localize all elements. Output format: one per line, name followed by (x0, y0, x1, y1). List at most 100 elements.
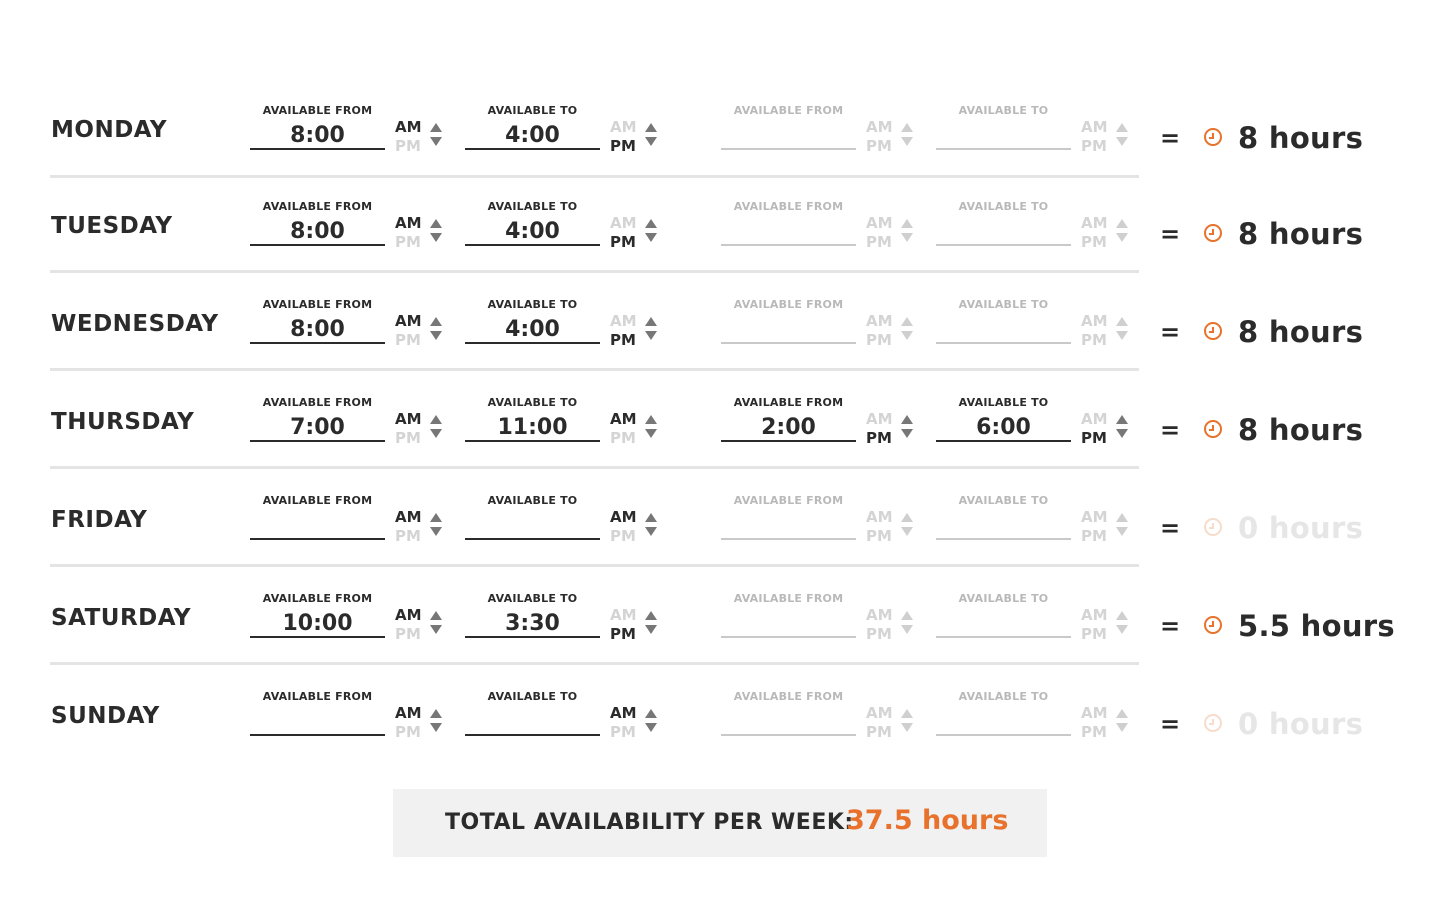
arrow-up-icon[interactable] (430, 123, 442, 132)
pm-option[interactable]: PM (1081, 429, 1107, 447)
arrow-up-icon[interactable] (901, 219, 913, 228)
arrow-down-icon[interactable] (901, 429, 913, 438)
time-input[interactable]: 11:00 (465, 416, 600, 442)
meridiem-stepper[interactable]: AM PM (866, 508, 916, 545)
arrow-up-icon[interactable] (645, 317, 657, 326)
arrow-up-icon[interactable] (1116, 415, 1128, 424)
am-option[interactable]: AM (610, 606, 637, 624)
pm-option[interactable]: PM (866, 429, 892, 447)
am-option[interactable]: AM (610, 410, 637, 428)
am-option[interactable]: AM (866, 410, 893, 428)
pm-option[interactable]: PM (395, 137, 421, 155)
meridiem-stepper[interactable]: AM PM (610, 606, 660, 643)
time-input[interactable]: 2:00 (721, 416, 856, 442)
time-input[interactable]: 3:30 (465, 612, 600, 638)
time-input[interactable]: 4:00 (465, 318, 600, 344)
arrow-down-icon[interactable] (645, 233, 657, 242)
am-option[interactable]: AM (395, 508, 422, 526)
arrow-down-icon[interactable] (430, 331, 442, 340)
am-option[interactable]: AM (1081, 214, 1108, 232)
arrow-up-icon[interactable] (430, 513, 442, 522)
meridiem-stepper[interactable]: AM PM (1081, 606, 1131, 643)
time-input[interactable] (721, 318, 856, 344)
arrow-up-icon[interactable] (901, 709, 913, 718)
time-input[interactable]: 7:00 (250, 416, 385, 442)
time-input[interactable]: 4:00 (465, 124, 600, 150)
am-option[interactable]: AM (1081, 508, 1108, 526)
arrow-up-icon[interactable] (901, 123, 913, 132)
time-input[interactable] (250, 514, 385, 540)
meridiem-stepper[interactable]: AM PM (1081, 508, 1131, 545)
arrow-down-icon[interactable] (1116, 233, 1128, 242)
arrow-down-icon[interactable] (645, 331, 657, 340)
pm-option[interactable]: PM (395, 723, 421, 741)
am-option[interactable]: AM (395, 704, 422, 722)
am-option[interactable]: AM (1081, 410, 1108, 428)
time-input[interactable]: 6:00 (936, 416, 1071, 442)
arrow-up-icon[interactable] (901, 317, 913, 326)
arrow-up-icon[interactable] (645, 709, 657, 718)
pm-option[interactable]: PM (866, 625, 892, 643)
pm-option[interactable]: PM (1081, 723, 1107, 741)
arrow-down-icon[interactable] (645, 429, 657, 438)
arrow-up-icon[interactable] (430, 709, 442, 718)
pm-option[interactable]: PM (610, 233, 636, 251)
meridiem-stepper[interactable]: AM PM (610, 704, 660, 741)
am-option[interactable]: AM (610, 704, 637, 722)
pm-option[interactable]: PM (1081, 331, 1107, 349)
pm-option[interactable]: PM (866, 233, 892, 251)
time-input[interactable] (936, 318, 1071, 344)
time-input[interactable] (936, 514, 1071, 540)
arrow-up-icon[interactable] (901, 611, 913, 620)
arrow-up-icon[interactable] (645, 611, 657, 620)
arrow-up-icon[interactable] (1116, 611, 1128, 620)
arrow-up-icon[interactable] (901, 415, 913, 424)
arrow-down-icon[interactable] (430, 233, 442, 242)
am-option[interactable]: AM (395, 118, 422, 136)
arrow-down-icon[interactable] (1116, 723, 1128, 732)
time-input[interactable] (936, 220, 1071, 246)
meridiem-stepper[interactable]: AM PM (866, 606, 916, 643)
arrow-down-icon[interactable] (901, 137, 913, 146)
arrow-down-icon[interactable] (1116, 331, 1128, 340)
arrow-down-icon[interactable] (1116, 625, 1128, 634)
arrow-up-icon[interactable] (1116, 123, 1128, 132)
pm-option[interactable]: PM (866, 137, 892, 155)
am-option[interactable]: AM (866, 118, 893, 136)
arrow-down-icon[interactable] (430, 723, 442, 732)
arrow-up-icon[interactable] (645, 415, 657, 424)
pm-option[interactable]: PM (395, 331, 421, 349)
am-option[interactable]: AM (395, 312, 422, 330)
pm-option[interactable]: PM (610, 723, 636, 741)
pm-option[interactable]: PM (610, 625, 636, 643)
pm-option[interactable]: PM (395, 625, 421, 643)
arrow-up-icon[interactable] (430, 611, 442, 620)
arrow-down-icon[interactable] (430, 527, 442, 536)
time-input[interactable] (721, 220, 856, 246)
pm-option[interactable]: PM (395, 233, 421, 251)
pm-option[interactable]: PM (1081, 527, 1107, 545)
time-input[interactable] (465, 710, 600, 736)
am-option[interactable]: AM (1081, 312, 1108, 330)
meridiem-stepper[interactable]: AM PM (610, 410, 660, 447)
meridiem-stepper[interactable]: AM PM (610, 214, 660, 251)
arrow-down-icon[interactable] (645, 625, 657, 634)
meridiem-stepper[interactable]: AM PM (395, 606, 445, 643)
meridiem-stepper[interactable]: AM PM (395, 312, 445, 349)
time-input[interactable]: 10:00 (250, 612, 385, 638)
arrow-down-icon[interactable] (430, 429, 442, 438)
pm-option[interactable]: PM (1081, 137, 1107, 155)
arrow-up-icon[interactable] (901, 513, 913, 522)
pm-option[interactable]: PM (395, 527, 421, 545)
pm-option[interactable]: PM (610, 331, 636, 349)
meridiem-stepper[interactable]: AM PM (395, 118, 445, 155)
time-input[interactable] (721, 514, 856, 540)
meridiem-stepper[interactable]: AM PM (395, 508, 445, 545)
arrow-down-icon[interactable] (430, 625, 442, 634)
pm-option[interactable]: PM (610, 429, 636, 447)
pm-option[interactable]: PM (1081, 233, 1107, 251)
am-option[interactable]: AM (866, 606, 893, 624)
arrow-up-icon[interactable] (1116, 219, 1128, 228)
meridiem-stepper[interactable]: AM PM (1081, 214, 1131, 251)
time-input[interactable]: 8:00 (250, 318, 385, 344)
